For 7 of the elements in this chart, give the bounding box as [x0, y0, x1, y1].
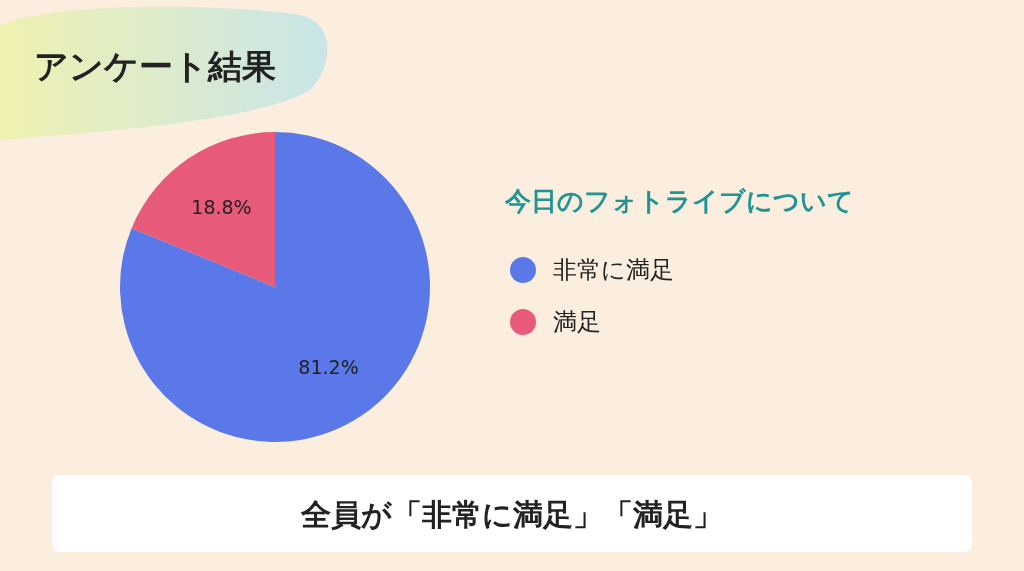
data-label: 81.2%	[298, 355, 359, 378]
legend-label: 満足	[553, 308, 601, 336]
text: 全員が「非常に満足」「満足」	[300, 497, 723, 532]
legend-title: 今日のフォトライブについて	[504, 186, 854, 216]
chart-title: アンケート結果	[34, 46, 276, 86]
data-label: 18.8%	[191, 196, 252, 219]
legend-label: 非常に満足	[553, 256, 674, 284]
